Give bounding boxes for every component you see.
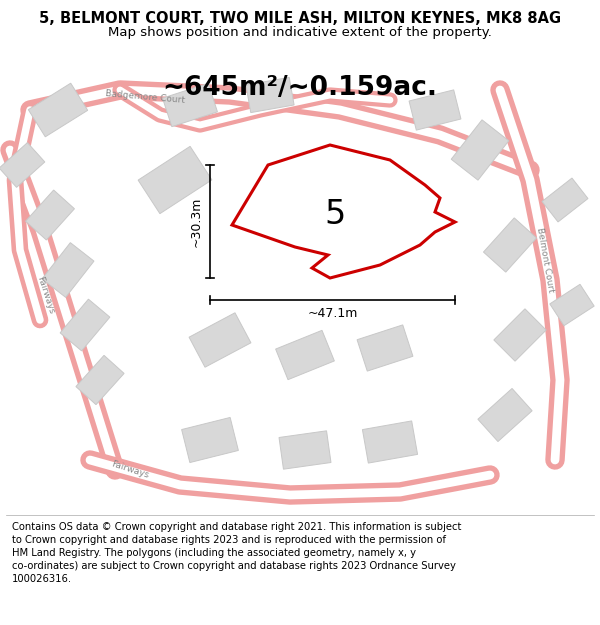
Text: Fairways: Fairways xyxy=(110,460,150,480)
Polygon shape xyxy=(246,78,294,112)
Polygon shape xyxy=(28,83,88,137)
Text: 5: 5 xyxy=(325,199,346,231)
Polygon shape xyxy=(484,218,536,272)
Polygon shape xyxy=(275,331,334,379)
Polygon shape xyxy=(494,309,546,361)
Text: Badgemore Court: Badgemore Court xyxy=(105,89,185,105)
Polygon shape xyxy=(42,242,94,298)
Text: Fairways: Fairways xyxy=(35,275,55,315)
Polygon shape xyxy=(550,284,594,326)
Polygon shape xyxy=(138,146,212,214)
Polygon shape xyxy=(163,83,217,127)
Text: Map shows position and indicative extent of the property.: Map shows position and indicative extent… xyxy=(108,26,492,39)
Polygon shape xyxy=(60,299,110,351)
Polygon shape xyxy=(182,418,238,462)
Polygon shape xyxy=(279,431,331,469)
Text: ~30.3m: ~30.3m xyxy=(190,196,203,247)
Text: ~47.1m: ~47.1m xyxy=(307,307,358,320)
Polygon shape xyxy=(362,421,418,463)
Polygon shape xyxy=(357,325,413,371)
Text: Belmont Court: Belmont Court xyxy=(535,227,555,293)
Polygon shape xyxy=(76,356,124,404)
Polygon shape xyxy=(451,120,509,180)
Text: Contains OS data © Crown copyright and database right 2021. This information is : Contains OS data © Crown copyright and d… xyxy=(12,521,461,584)
Polygon shape xyxy=(409,90,461,130)
Text: 5, BELMONT COURT, TWO MILE ASH, MILTON KEYNES, MK8 8AG: 5, BELMONT COURT, TWO MILE ASH, MILTON K… xyxy=(39,11,561,26)
Polygon shape xyxy=(189,312,251,368)
Polygon shape xyxy=(478,389,532,441)
Polygon shape xyxy=(26,190,74,240)
Polygon shape xyxy=(542,178,588,222)
Polygon shape xyxy=(0,142,45,188)
Text: ~645m²/~0.159ac.: ~645m²/~0.159ac. xyxy=(163,75,437,101)
